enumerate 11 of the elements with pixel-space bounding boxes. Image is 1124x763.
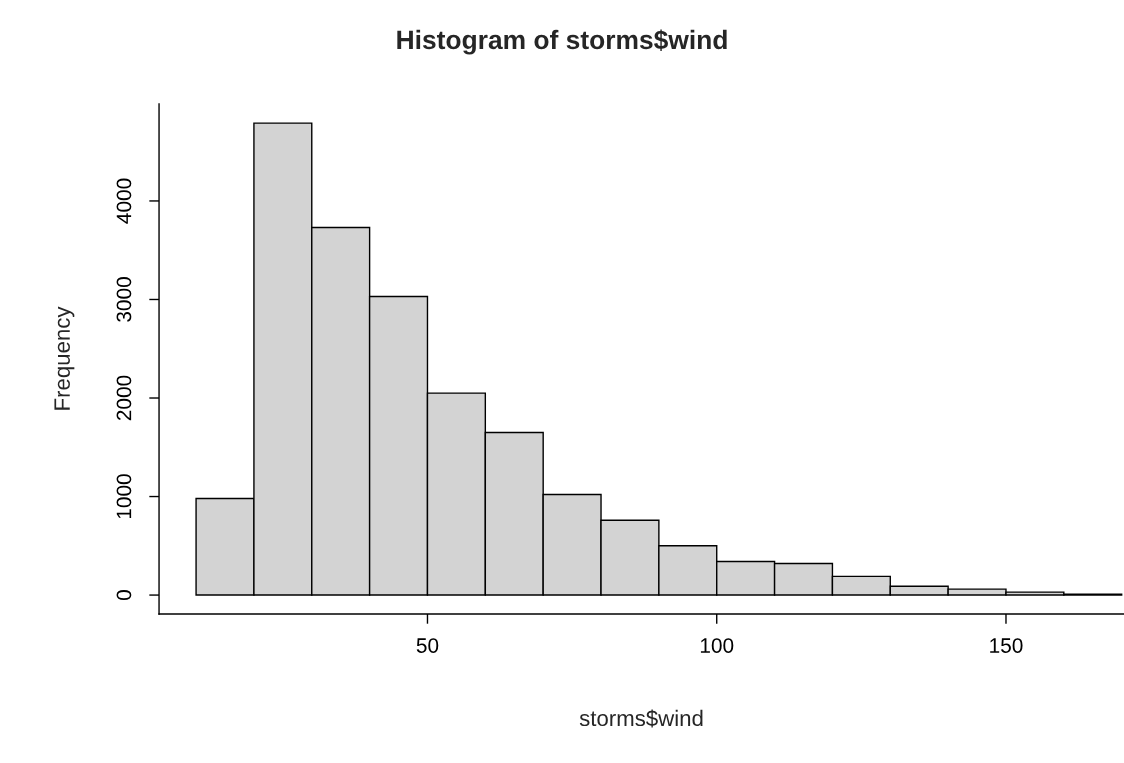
y-tick-label: 0 [116, 590, 132, 601]
y-tick-label: 4000 [116, 178, 132, 224]
y-tick-label: 3000 [116, 277, 132, 322]
x-tick-label: 150 [990, 638, 1023, 653]
x-tick-label: 50 [416, 638, 439, 653]
y-tick-label: 1000 [116, 474, 132, 519]
chart-title: Histogram of storms$wind [397, 29, 727, 55]
y-axis-title: Frequency [54, 306, 75, 410]
x-tick-label: 100 [700, 638, 734, 653]
y-tick-label: 2000 [116, 375, 132, 421]
x-axis-title: storms$wind [579, 709, 703, 728]
